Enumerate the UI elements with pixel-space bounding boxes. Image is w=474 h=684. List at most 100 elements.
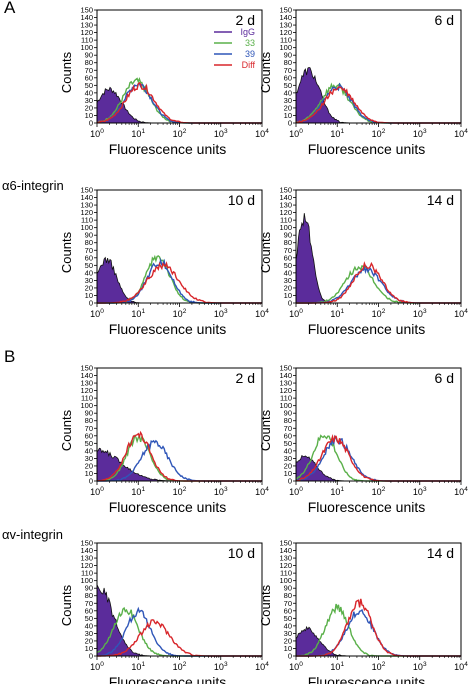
y-tick-label: 20 [284, 636, 292, 645]
y-tick-label: 70 [284, 66, 292, 75]
y-tick-label: 20 [284, 103, 292, 112]
y-tick-label: 10 [85, 469, 93, 478]
y-tick-label: 60 [284, 73, 292, 82]
y-tick-label: 100 [279, 223, 292, 232]
x-tick-label: 101 [330, 308, 344, 319]
y-tick-label: 130 [279, 201, 292, 210]
x-tick-label: 103 [413, 128, 427, 139]
histogram-panel-B-6d: 0102030405060708090100110120130140150100… [258, 364, 468, 516]
y-tick-label: 130 [80, 201, 93, 210]
y-tick-label: 130 [279, 554, 292, 563]
x-axis-label: Fluorescence units [308, 141, 426, 157]
y-tick-label: 30 [284, 454, 292, 463]
y-tick-label: 120 [279, 28, 292, 37]
y-tick-label: 110 [280, 216, 292, 225]
y-tick-label: 60 [284, 253, 292, 262]
x-tick-label: 104 [255, 661, 269, 672]
y-tick-label: 130 [80, 554, 93, 563]
y-tick-label: 90 [85, 409, 93, 418]
y-tick-label: 90 [284, 231, 292, 240]
y-tick-label: 150 [279, 186, 292, 195]
y-tick-label: 110 [81, 36, 93, 45]
y-tick-label: 150 [80, 364, 93, 373]
y-tick-label: 70 [284, 599, 292, 608]
y-tick-label: 40 [284, 268, 292, 277]
y-tick-label: 120 [279, 386, 292, 395]
y-tick-label: 110 [280, 394, 292, 403]
x-tick-label: 102 [372, 128, 386, 139]
y-tick-label: 140 [80, 371, 93, 380]
y-tick-label: 130 [279, 379, 292, 388]
y-tick-label: 150 [80, 6, 93, 15]
time-annotation: 14 d [427, 192, 454, 208]
y-tick-label: 10 [284, 111, 292, 120]
x-tick-label: 103 [214, 308, 228, 319]
y-tick-label: 60 [85, 73, 93, 82]
series-igg-area [96, 447, 262, 482]
time-annotation: 6 d [435, 370, 454, 386]
y-tick-label: 120 [80, 386, 93, 395]
y-tick-label: 70 [284, 246, 292, 255]
panel-label-a: A [4, 0, 16, 17]
y-tick-label: 110 [81, 569, 93, 578]
y-tick-label: 120 [80, 208, 93, 217]
y-tick-label: 140 [279, 546, 292, 555]
y-tick-label: 50 [284, 261, 292, 270]
y-tick-label: 80 [85, 58, 93, 67]
x-axis-label: Fluorescence units [109, 321, 227, 337]
y-axis-label: Counts [258, 409, 273, 451]
x-tick-label: 102 [173, 308, 187, 319]
y-tick-label: 100 [80, 576, 93, 585]
legend-entry-33: 33 [245, 38, 255, 48]
legend-entry-igg: IgG [240, 27, 255, 37]
x-tick-label: 103 [214, 661, 228, 672]
y-tick-label: 50 [284, 614, 292, 623]
histogram-panel-A-2d: 0102030405060708090100110120130140150100… [59, 6, 269, 158]
x-tick-label: 101 [330, 486, 344, 497]
y-tick-label: 40 [284, 621, 292, 630]
y-tick-label: 0 [288, 299, 292, 308]
y-tick-label: 30 [85, 454, 93, 463]
y-tick-label: 40 [85, 88, 93, 97]
y-tick-label: 10 [85, 291, 93, 300]
y-tick-label: 110 [81, 394, 93, 403]
row-label-alpha6: α6-integrin [2, 178, 64, 193]
y-tick-label: 20 [85, 461, 93, 470]
x-tick-label: 103 [214, 486, 228, 497]
y-axis-label: Counts [59, 584, 74, 626]
y-tick-label: 30 [284, 276, 292, 285]
x-axis-label: Fluorescence units [308, 674, 426, 684]
histogram-panel-B-2d: 0102030405060708090100110120130140150100… [59, 364, 269, 516]
x-tick-label: 102 [173, 486, 187, 497]
y-tick-label: 80 [284, 58, 292, 67]
y-tick-label: 100 [80, 223, 93, 232]
x-tick-label: 100 [289, 128, 303, 139]
y-tick-label: 80 [85, 238, 93, 247]
y-tick-label: 80 [85, 416, 93, 425]
y-tick-label: 40 [85, 268, 93, 277]
y-tick-label: 70 [85, 246, 93, 255]
y-tick-label: 0 [288, 477, 292, 486]
y-tick-label: 80 [85, 591, 93, 600]
series-igg-area [295, 625, 461, 657]
y-tick-label: 150 [279, 6, 292, 15]
y-tick-label: 10 [284, 469, 292, 478]
series-igg-area [96, 584, 262, 657]
x-tick-label: 102 [372, 661, 386, 672]
x-tick-label: 103 [214, 128, 228, 139]
y-tick-label: 60 [85, 431, 93, 440]
x-tick-label: 101 [131, 128, 145, 139]
x-tick-label: 104 [255, 486, 269, 497]
y-tick-label: 100 [279, 401, 292, 410]
y-tick-label: 70 [284, 424, 292, 433]
x-axis-label: Fluorescence units [109, 674, 227, 684]
y-tick-label: 90 [284, 584, 292, 593]
y-tick-label: 50 [284, 439, 292, 448]
x-tick-label: 104 [454, 486, 468, 497]
y-tick-label: 30 [284, 96, 292, 105]
x-tick-label: 103 [413, 308, 427, 319]
y-tick-label: 110 [280, 569, 292, 578]
time-annotation: 6 d [435, 12, 454, 28]
series-igg-area [295, 66, 461, 124]
x-tick-label: 100 [90, 661, 104, 672]
